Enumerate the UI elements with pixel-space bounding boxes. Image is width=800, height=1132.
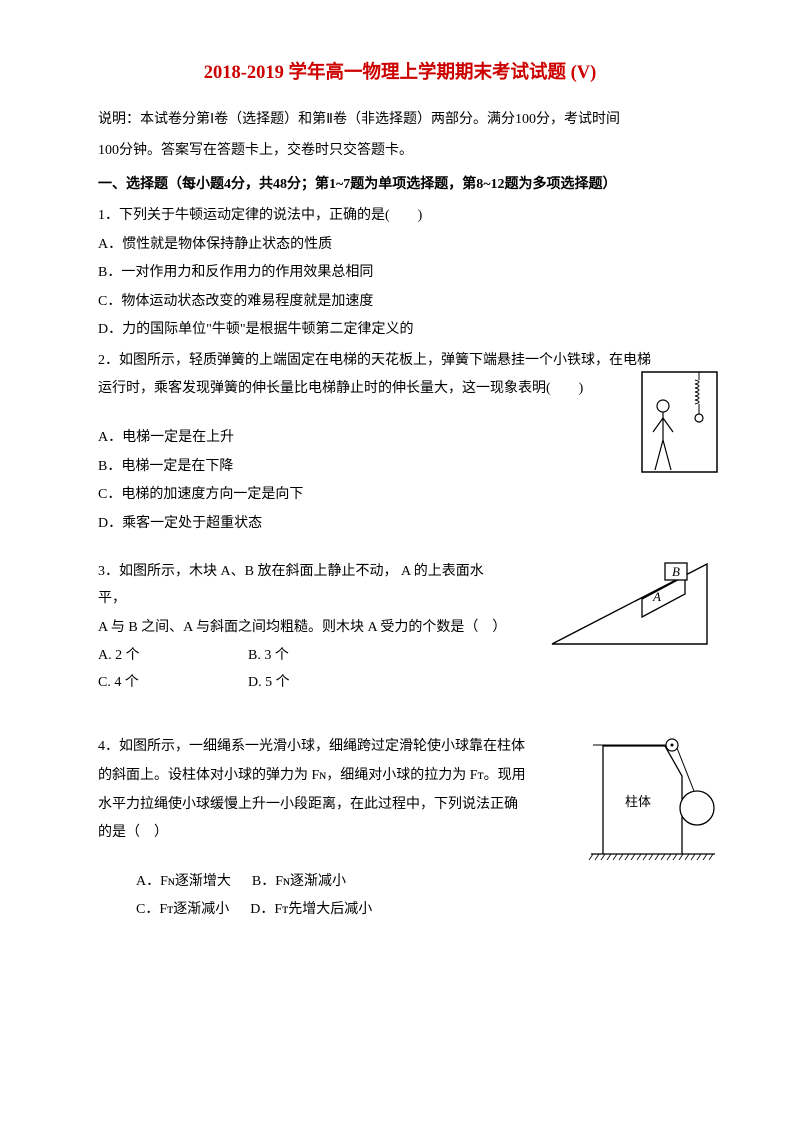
q2-stem-2: 运行时，乘客发现弹簧的伸长量比电梯静止时的伸长量大，这一现象表明( ) xyxy=(98,376,702,403)
q3-option-a: A. 2 个 xyxy=(98,643,248,670)
q4-column-label: 柱体 xyxy=(625,794,651,809)
q2-option-a: A．电梯一定是在上升 xyxy=(98,425,702,452)
q4-option-a: A．Fɴ逐渐增大 xyxy=(136,874,231,889)
q1-stem: 1．下列关于牛顿运动定律的说法中，正确的是( ) xyxy=(98,203,702,230)
q1-option-b: B．一对作用力和反作用力的作用效果总相同 xyxy=(98,260,702,287)
q4-option-c: C．Fᴛ逐渐减小 xyxy=(136,902,229,917)
q4-stem-1: 4．如图所示，一细绳系一光滑小球，细绳跨过定滑轮使小球靠在柱体 xyxy=(98,734,538,761)
q2-stem-1: 2．如图所示，轻质弹簧的上端固定在电梯的天花板上，弹簧下端悬挂一个小铁球，在电梯 xyxy=(98,348,702,375)
q2-elevator-figure xyxy=(637,370,722,475)
q3-stem-2: A 与 B 之间、A 与斜面之间均粗糙。则木块 A 受力的个数是（ ） xyxy=(98,615,508,642)
page-title: 2018-2019 学年高一物理上学期期末考试试题 (V) xyxy=(98,56,702,91)
question-3: 3．如图所示，木块 A、B 放在斜面上静止不动， A 的上表面水平， A 与 B… xyxy=(98,559,702,696)
q4-pulley-figure: 柱体 xyxy=(587,736,717,866)
intro-line-1: 说明：本试卷分第Ⅰ卷（选择题）和第Ⅱ卷（非选择题）两部分。满分100分，考试时间 xyxy=(98,107,702,134)
question-1: 1．下列关于牛顿运动定律的说法中，正确的是( ) A．惯性就是物体保持静止状态的… xyxy=(98,203,702,344)
q3-option-b: B. 3 个 xyxy=(248,643,398,670)
q4-stem-3: 水平力拉绳使小球缓慢上升一小段距离，在此过程中，下列说法正确 xyxy=(98,792,538,819)
q4-stem-4: 的是（ ） xyxy=(98,820,538,847)
q3-option-c: C. 4 个 xyxy=(98,670,248,697)
q4-option-d: D．Fᴛ先增大后减小 xyxy=(250,902,372,917)
q3-label-b: B xyxy=(672,564,680,579)
section-1-header: 一、选择题（每小题4分，共48分；第1~7题为单项选择题，第8~12题为多项选择… xyxy=(98,172,702,199)
q1-option-c: C．物体运动状态改变的难易程度就是加速度 xyxy=(98,289,702,316)
q1-option-a: A．惯性就是物体保持静止状态的性质 xyxy=(98,232,702,259)
q3-stem-1: 3．如图所示，木块 A、B 放在斜面上静止不动， A 的上表面水平， xyxy=(98,559,508,612)
q4-option-b: B．Fɴ逐渐减小 xyxy=(252,874,346,889)
intro-line-2: 100分钟。答案写在答题卡上，交卷时只交答题卡。 xyxy=(98,138,702,165)
q2-option-d: D．乘客一定处于超重状态 xyxy=(98,511,702,538)
q3-label-a: A xyxy=(652,589,661,604)
q3-incline-figure: A B xyxy=(547,559,712,649)
q2-option-c: C．电梯的加速度方向一定是向下 xyxy=(98,482,702,509)
q1-option-d: D．力的国际单位"牛顿"是根据牛顿第二定律定义的 xyxy=(98,317,702,344)
question-4: 4．如图所示，一细绳系一光滑小球，细绳跨过定滑轮使小球靠在柱体 的斜面上。设柱体… xyxy=(98,734,702,924)
question-2: 2．如图所示，轻质弹簧的上端固定在电梯的天花板上，弹簧下端悬挂一个小铁球，在电梯… xyxy=(98,348,702,538)
q3-option-d: D. 5 个 xyxy=(248,670,398,697)
q2-option-b: B．电梯一定是在下降 xyxy=(98,454,702,481)
q4-stem-2: 的斜面上。设柱体对小球的弹力为 Fɴ，细绳对小球的拉力为 Fᴛ。现用 xyxy=(98,763,538,790)
